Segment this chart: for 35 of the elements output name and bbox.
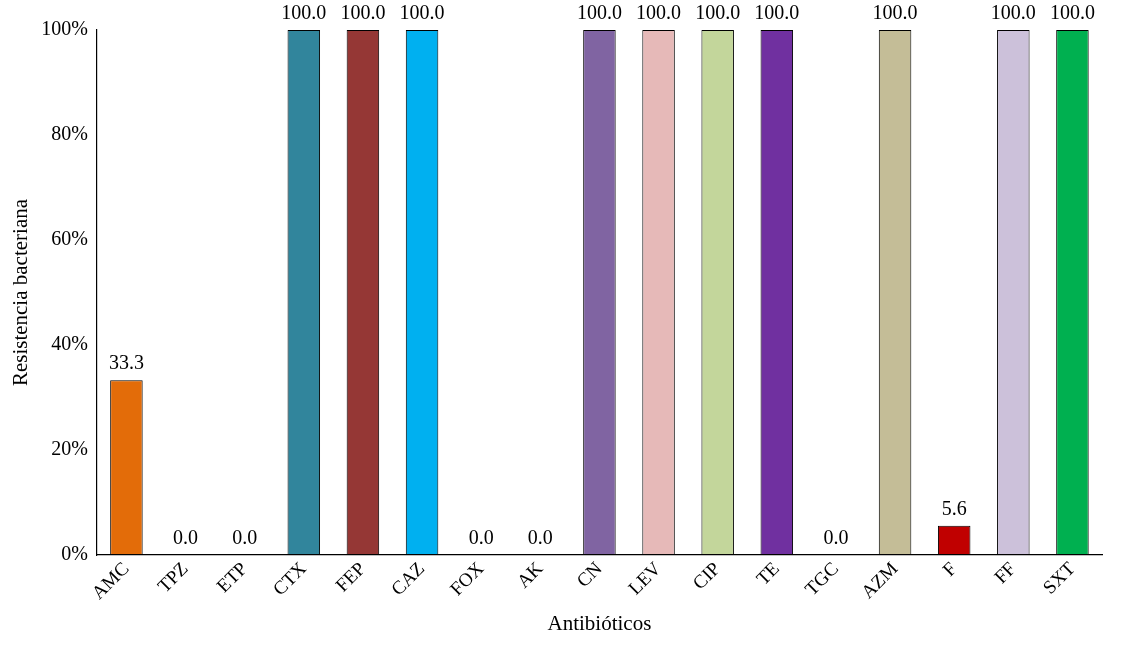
- x-tick-label: FEP: [331, 557, 370, 596]
- x-tick-label: CN: [572, 557, 606, 592]
- data-label: 0.0: [468, 526, 494, 549]
- y-tick-label: 40%: [51, 332, 88, 355]
- x-tick-label: TPZ: [153, 557, 192, 597]
- data-label: 33.3: [108, 351, 144, 374]
- x-tick-label: ETP: [212, 557, 252, 597]
- y-tick-label: 20%: [51, 437, 88, 460]
- y-tick-label: 80%: [51, 122, 88, 145]
- data-label: 0.0: [527, 526, 553, 549]
- data-label: 100.0: [754, 1, 800, 24]
- data-label: 100.0: [636, 1, 682, 24]
- data-label: 0.0: [823, 526, 849, 549]
- data-label: 100.0: [695, 1, 741, 24]
- x-tick-label: F: [938, 557, 961, 580]
- data-label: 100.0: [281, 1, 327, 24]
- data-label: 100.0: [872, 1, 918, 24]
- data-label: 100.0: [399, 1, 445, 24]
- y-tick-label: 60%: [51, 227, 88, 250]
- y-tick-label: 0%: [61, 542, 88, 565]
- x-tick-label: FF: [989, 557, 1020, 588]
- x-axis-title: Antibióticos: [547, 610, 652, 635]
- data-label: 100.0: [576, 1, 622, 24]
- x-tick-label: AK: [512, 557, 547, 592]
- data-label: 100.0: [1049, 1, 1095, 24]
- y-axis-title: Resistencia bacteriana: [8, 198, 33, 387]
- y-tick-label: 100%: [41, 17, 88, 40]
- data-label: 100.0: [340, 1, 386, 24]
- data-label: 5.6: [941, 496, 967, 519]
- data-label: 0.0: [232, 526, 258, 549]
- data-label: 0.0: [173, 526, 199, 549]
- x-tick-label: TE: [751, 557, 784, 589]
- x-tick-label: CIP: [688, 557, 725, 594]
- x-tick-label: CAZ: [386, 557, 429, 600]
- data-label: 100.0: [990, 1, 1036, 24]
